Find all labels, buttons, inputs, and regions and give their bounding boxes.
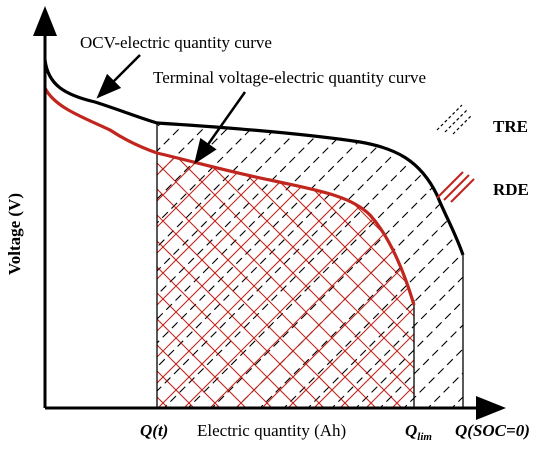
tre-hatch-line (319, 123, 463, 408)
rde-hatch-line (301, 153, 414, 408)
rde-hatch-line (458, 100, 550, 420)
rde-hatch-line (249, 153, 414, 408)
rde-hatch-line (157, 153, 207, 408)
legend-tre: TRE (436, 104, 528, 136)
rde-hatch-line (157, 153, 311, 408)
tre-hatch-line (157, 123, 329, 408)
rde-hatch-line (275, 153, 414, 408)
x-axis-label: Electric quantity (Ah) (197, 421, 346, 440)
ocv-callout-arrow (96, 54, 141, 99)
rde-hatch-line (484, 100, 550, 420)
rde-hatch-line (510, 100, 550, 420)
legend-tre-label: TRE (493, 117, 528, 136)
rde-hatch-line (157, 153, 233, 408)
tre-hatch-line (295, 123, 463, 408)
rde-hatch-line (157, 153, 181, 408)
terminal-voltage-curve (43, 87, 416, 306)
tre-hatch-line (157, 123, 281, 408)
terminal-curve-label: Terminal voltage-electric quantity curve (153, 68, 426, 87)
q-t-label: Q(t) (140, 421, 168, 440)
legend-tre-swatch-line (444, 108, 469, 133)
rde-hatch-line (536, 100, 550, 420)
tre-hatch-line (157, 123, 209, 408)
rde-hatch-line (405, 153, 414, 408)
rde-hatch-line (432, 100, 550, 420)
legend-tre-swatch-line (436, 104, 463, 131)
rde-hatch-line (484, 100, 550, 420)
tre-hatch-line (488, 100, 550, 420)
terminal-callout-arrow (194, 91, 247, 165)
tre-hatch-line (367, 123, 463, 408)
tre-hatch-region (157, 100, 550, 420)
tre-hatch-line (271, 123, 463, 408)
rde-hatch-line (432, 100, 550, 420)
legend-tre-swatch-line (452, 114, 473, 135)
tre-hatch-line (512, 100, 550, 420)
ocv-curve (43, 59, 465, 256)
legend-rde-label: RDE (493, 180, 529, 199)
tre-hatch-line (343, 123, 463, 408)
rde-hatch-line (157, 153, 414, 408)
rde-hatch-line (157, 153, 259, 408)
tre-hatch-line (157, 123, 161, 408)
rde-hatch-line (536, 100, 550, 420)
rde-hatch-line (157, 153, 389, 408)
legend-rde-swatch-line (450, 178, 475, 203)
tre-hatch-line (464, 100, 550, 420)
rde-hatch-line (157, 153, 363, 408)
tre-hatch-line (157, 123, 401, 408)
rde-hatch-line (405, 153, 414, 408)
tre-hatch-line (536, 100, 550, 420)
rde-hatch-line (157, 153, 233, 408)
tre-hatch-line (247, 123, 463, 408)
tre-hatch-line (157, 123, 377, 408)
rde-hatch-line (157, 153, 207, 408)
rde-hatch-line (379, 153, 414, 408)
tre-hatch-line (157, 123, 463, 408)
tre-hatch-line (157, 123, 305, 408)
y-axis-label: Voltage (V) (5, 193, 24, 275)
q-soc0-label: Q(SOC=0) (455, 421, 530, 440)
legend-rde: RDE (436, 171, 529, 203)
rde-hatch-line (249, 153, 414, 408)
rde-hatch-region (157, 100, 550, 420)
tre-hatch-line (175, 123, 463, 408)
rde-hatch-line (157, 153, 181, 408)
rde-hatch-line (157, 153, 285, 408)
legend-rde-swatch-line (443, 174, 470, 201)
rde-hatch-line (301, 153, 414, 408)
rde-hatch-line (510, 100, 550, 420)
legend-rde-swatch-line (436, 171, 464, 199)
tre-hatch-line (157, 123, 233, 408)
tre-hatch-line (199, 123, 463, 408)
rde-hatch-line (327, 153, 414, 408)
rde-hatch-line (353, 153, 414, 408)
rde-hatch-line (275, 153, 414, 408)
tre-hatch-line (157, 123, 353, 408)
tre-hatch-line (157, 123, 425, 408)
ocv-curve-label: OCV-electric quantity curve (80, 33, 272, 52)
tre-hatch-line (157, 123, 257, 408)
q-lim-label: Qlim (405, 421, 432, 443)
tre-hatch-line (415, 123, 463, 408)
rde-hatch-line (327, 153, 414, 408)
rde-hatch-line (157, 153, 337, 408)
rde-hatch-line (458, 100, 550, 420)
rde-hatch-line (379, 153, 414, 408)
